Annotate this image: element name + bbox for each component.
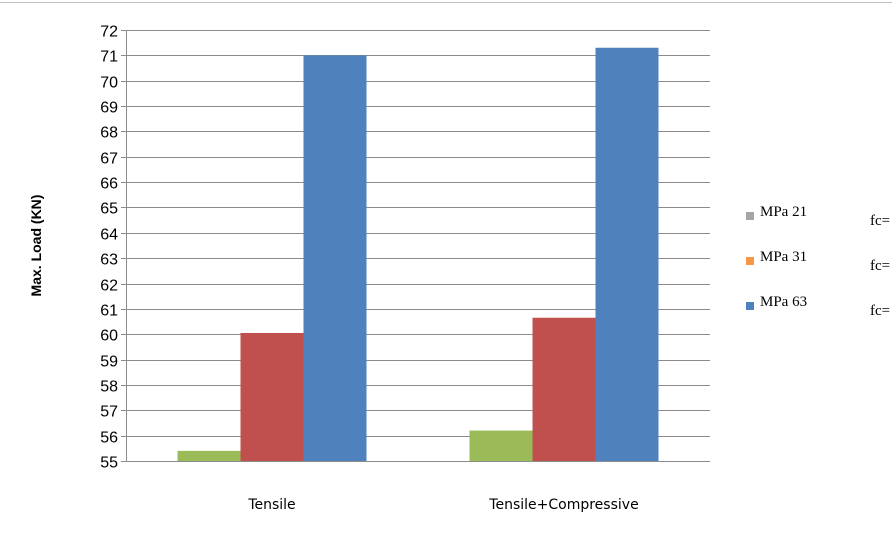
legend-sublabel: fc= — [870, 258, 891, 274]
y-tick-label: 68 — [100, 125, 118, 142]
y-tick-label: 57 — [100, 404, 118, 421]
y-tick-label: 63 — [100, 252, 118, 269]
bar — [532, 317, 596, 461]
y-tick-label: 70 — [100, 75, 118, 92]
x-tick-label: Tensile+Compressive — [488, 497, 638, 513]
y-tick-label: 71 — [100, 49, 118, 66]
y-tick-label: 69 — [100, 100, 118, 117]
y-tick-label: 61 — [100, 303, 118, 320]
y-axis-label: Max. Load (KN) — [28, 195, 44, 297]
legend-swatch — [746, 212, 754, 220]
legend-swatch — [746, 302, 754, 310]
legend-swatch — [746, 257, 754, 265]
bar — [595, 47, 659, 461]
y-tick-label: 65 — [100, 201, 118, 218]
y-tick-label: 60 — [100, 328, 118, 345]
top-border — [0, 2, 892, 3]
legend-sublabel: fc= — [870, 303, 891, 319]
y-tick-label: 72 — [100, 24, 118, 41]
legend-label: MPa 21 — [760, 204, 808, 220]
y-tick-label: 56 — [100, 430, 118, 447]
y-tick-label: 58 — [100, 379, 118, 396]
y-tick-label: 55 — [100, 455, 118, 472]
y-tick-label: 66 — [100, 176, 118, 193]
bar — [177, 450, 241, 461]
bar — [469, 430, 533, 461]
bar — [303, 55, 367, 462]
y-tick-label: 64 — [100, 227, 118, 244]
y-tick-label: 67 — [100, 151, 118, 168]
legend-sublabel: fc= — [870, 213, 891, 229]
bar — [240, 332, 304, 461]
y-tick-label: 59 — [100, 354, 118, 371]
legend-label: MPa 63 — [760, 294, 808, 310]
x-tick-label: Tensile — [247, 497, 295, 513]
legend-label: MPa 31 — [760, 249, 808, 265]
y-tick-label: 62 — [100, 278, 118, 295]
